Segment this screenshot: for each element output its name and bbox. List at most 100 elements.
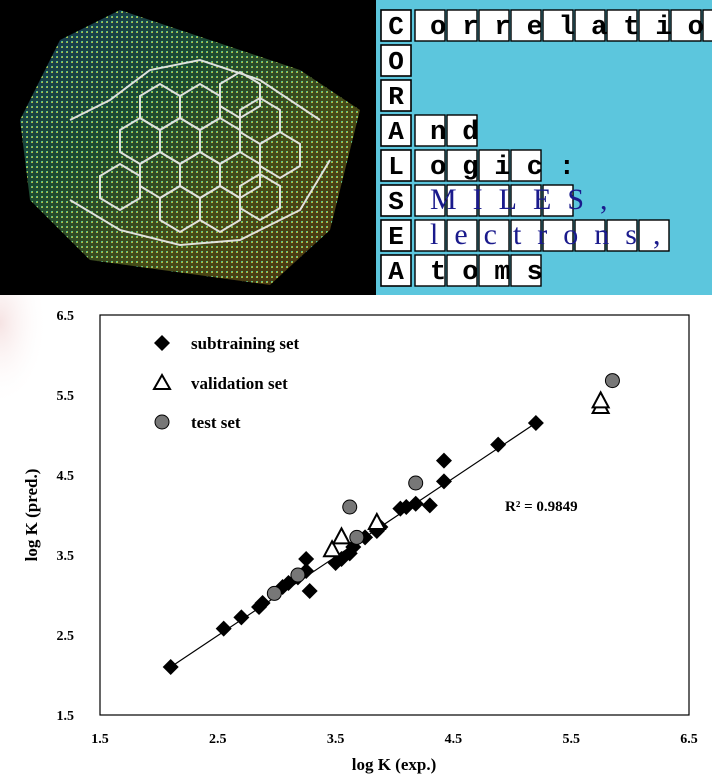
logo-letter-tile (702, 9, 712, 42)
logo-letter-tile (542, 184, 574, 217)
y-tick-label: 3.5 (57, 549, 75, 564)
logo-letter-tile (638, 219, 670, 252)
nanotube-surface-icon (20, 10, 360, 285)
logo-letter-tile (414, 149, 446, 182)
logo-letter-tile (380, 254, 412, 287)
logo-letter-tile (478, 254, 510, 287)
point-subtraining (233, 609, 250, 626)
y-axis-ticks: 1.5 2.5 3.5 4.5 5.5 6.5 (57, 309, 75, 724)
point-subtraining (298, 551, 315, 567)
logo-letter-tile (670, 9, 702, 42)
logo-letter-tile (380, 219, 412, 252)
logo-word: orrelation (430, 13, 712, 43)
point-subtraining (162, 659, 179, 675)
point-test (266, 585, 282, 601)
x-tick-label: 4.5 (445, 732, 463, 747)
x-tick-label: 5.5 (562, 732, 580, 747)
logo-letter-tile (446, 114, 478, 147)
y-tick-label: 6.5 (57, 309, 75, 324)
point-subtraining (527, 415, 544, 431)
logo-letter-tile (414, 219, 446, 252)
point-test (349, 529, 365, 545)
logo-letter-tile (446, 184, 478, 217)
hexagon-lattice-icon (69, 58, 331, 247)
logo-row-6: S MILES, (380, 183, 624, 217)
logo-letter-tile (478, 219, 510, 252)
logo-word: ogic: (430, 153, 591, 183)
logo-word: MILES, (430, 183, 624, 216)
logo-letter-tile (478, 9, 510, 42)
logo-letter-tile (510, 219, 542, 252)
y-axis-title: log K (pred.) (22, 469, 41, 562)
logo-letter-tile (380, 44, 412, 77)
point-validation (590, 390, 611, 409)
logo-letter-tile (380, 79, 412, 112)
logo-letter-tile (606, 9, 638, 42)
point-test (342, 499, 358, 515)
point-subtraining (407, 495, 424, 512)
point-subtraining (435, 452, 452, 469)
logo-letter: O (388, 47, 404, 77)
logo-letter-tile (510, 254, 542, 287)
logo-letter-tile (638, 9, 670, 42)
coral-logo: CorrelationORAndLogic:SMILES,Electrons,A… (376, 0, 712, 295)
data-points (162, 373, 620, 675)
logo-letter-tile (446, 149, 478, 182)
logo-letter-tile (510, 149, 542, 182)
y-tick-label: 1.5 (57, 709, 75, 724)
logo-letter: L (388, 152, 404, 182)
logo-word: nd (430, 118, 494, 148)
logo-letter-tile (446, 9, 478, 42)
logo-letter: R (388, 82, 404, 112)
logo-letter: A (388, 257, 404, 287)
point-subtraining (215, 620, 232, 637)
point-subtraining (254, 595, 271, 611)
point-validation (331, 526, 352, 545)
logo-row-1: Correlation (380, 9, 712, 43)
logo-letter: C (388, 12, 404, 42)
logo-letter-tile (574, 9, 606, 42)
x-axis-title: log K (exp.) (352, 755, 437, 774)
legend-marker-validation (152, 372, 172, 390)
x-tick-label: 3.5 (327, 732, 345, 747)
r-squared-annotation: R² = 0.9849 (505, 499, 578, 515)
x-tick-label: 2.5 (209, 732, 227, 747)
logo-row-2: O (380, 44, 412, 77)
y-tick-label: 4.5 (57, 469, 75, 484)
y-tick-label: 2.5 (57, 629, 75, 644)
logo-letter-tile (446, 219, 478, 252)
logo-letter-tile (542, 219, 574, 252)
logo-letter-tile (574, 219, 606, 252)
point-test (290, 567, 306, 583)
logo-row-3: R (380, 79, 412, 112)
point-test (408, 475, 424, 491)
point-subtraining (421, 497, 438, 514)
logo-word: lectrons, (430, 218, 676, 251)
logo-word: toms (430, 258, 559, 288)
logo-letter: E (388, 222, 404, 252)
legend-marker-subtraining (154, 335, 170, 351)
nanotube-image (0, 0, 376, 295)
logo-letter-tile (380, 149, 412, 182)
point-validation (322, 539, 342, 558)
logo-letter-tile (380, 184, 412, 217)
point-validation (367, 511, 387, 530)
legend-marker-test (154, 414, 170, 430)
legend-label-test: test set (191, 413, 241, 432)
point-subtraining (301, 583, 318, 599)
logo-letter-tile (542, 9, 574, 42)
logo-letter-tile (380, 9, 412, 42)
logo-letter-tile (478, 184, 510, 217)
x-tick-label: 1.5 (91, 732, 109, 747)
x-axis-ticks: 1.5 2.5 3.5 4.5 5.5 6.5 (91, 732, 698, 747)
legend-label-validation: validation set (191, 374, 288, 393)
point-test (604, 373, 620, 389)
logo-letter-tile (414, 9, 446, 42)
logo-letter: S (388, 187, 404, 217)
logo-letter-tile (510, 184, 542, 217)
logo-letter-tile (446, 254, 478, 287)
